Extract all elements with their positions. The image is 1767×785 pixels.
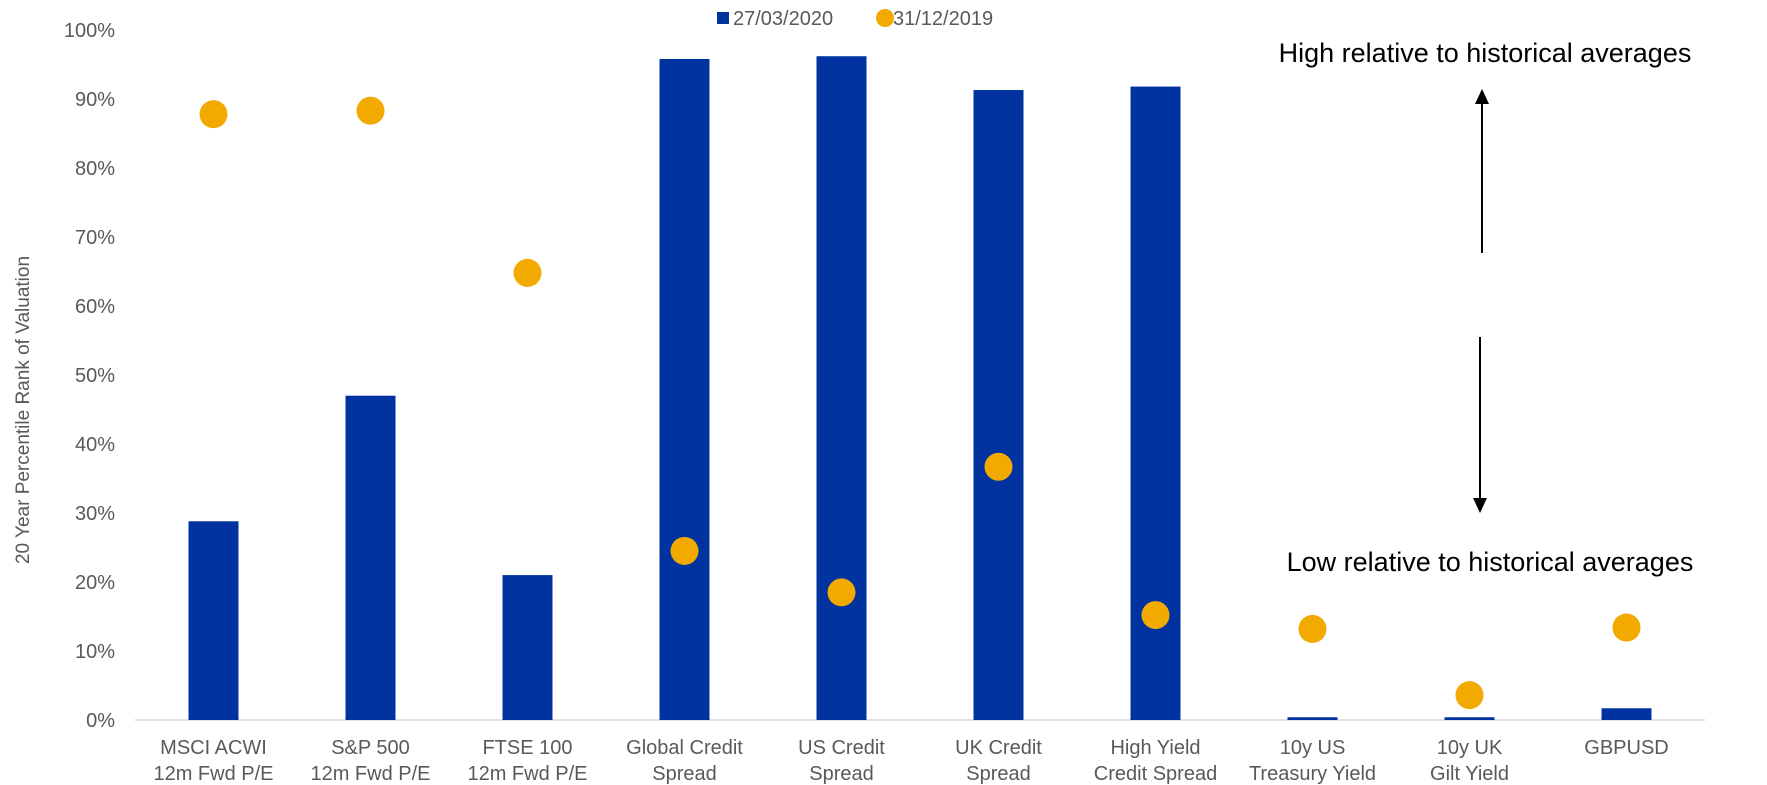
legend-label-27-03-2020: 27/03/2020: [733, 8, 833, 30]
legend: 27/03/2020 31/12/2019: [717, 8, 993, 30]
arrow-down: [1473, 337, 1487, 513]
bar-0: [188, 521, 239, 720]
bar-series-27-03-2020: [188, 56, 1652, 721]
y-tick-label: 30%: [75, 503, 115, 525]
dot-1: [356, 96, 385, 125]
y-tick-label: 70%: [75, 227, 115, 249]
dot-8: [1455, 681, 1484, 710]
y-tick-label: 90%: [75, 89, 115, 111]
bar-3: [659, 58, 710, 721]
y-axis-ticks: 0% 10% 20% 30% 40% 50% 60% 70% 80% 90% 100%: [64, 20, 115, 732]
bar-5: [973, 90, 1024, 720]
x-tick-label: GBPUSD: [1584, 737, 1668, 759]
y-tick-label: 10%: [75, 641, 115, 663]
dot-6: [1141, 601, 1170, 630]
x-tick-label: High Yield Credit Spread: [1094, 737, 1217, 785]
bar-8: [1444, 717, 1495, 720]
bar-7: [1287, 717, 1338, 720]
bar-4: [816, 56, 867, 721]
dot-series-31-12-2019: [199, 96, 1641, 710]
x-tick-label: 10y UK Gilt Yield: [1430, 737, 1509, 785]
bar-2: [502, 575, 553, 720]
x-tick-label: UK Credit Spread: [955, 737, 1042, 785]
bar-1: [345, 395, 396, 720]
x-tick-label: Global Credit Spread: [626, 737, 743, 785]
dot-9: [1612, 613, 1641, 642]
legend-marker-27-03-2020: [717, 12, 729, 24]
dot-0: [199, 100, 228, 129]
y-axis-label: 20 Year Percentile Rank of Valuation: [13, 256, 34, 564]
y-tick-label: 60%: [75, 296, 115, 318]
x-axis-category-labels: MSCI ACWI 12m Fwd P/E S&P 500 12m Fwd P/E FT…: [153, 737, 1668, 785]
bar-9: [1601, 708, 1652, 720]
y-tick-label: 50%: [75, 365, 115, 387]
y-tick-label: 0%: [86, 710, 115, 732]
x-tick-label: FTSE 100 12m Fwd P/E: [467, 737, 587, 785]
dot-3: [670, 536, 699, 565]
x-tick-label: S&P 500 12m Fwd P/E: [310, 737, 430, 785]
arrow-up: [1475, 89, 1489, 253]
x-tick-label: 10y US Treasury Yield: [1249, 737, 1376, 785]
annotation-high: High relative to historical averages: [1279, 38, 1692, 68]
y-tick-label: 80%: [75, 158, 115, 180]
y-tick-label: 40%: [75, 434, 115, 456]
annotation-low: Low relative to historical averages: [1287, 547, 1694, 577]
dot-2: [513, 258, 542, 287]
x-tick-label: MSCI ACWI 12m Fwd P/E: [153, 737, 273, 785]
legend-label-31-12-2019: 31/12/2019: [893, 8, 993, 30]
x-tick-label: US Credit Spread: [798, 737, 885, 785]
legend-marker-31-12-2019: [876, 9, 894, 27]
dot-4: [827, 578, 856, 607]
y-tick-label: 20%: [75, 572, 115, 594]
dot-7: [1298, 614, 1327, 643]
y-tick-label: 100%: [64, 20, 115, 42]
dot-5: [984, 452, 1013, 481]
